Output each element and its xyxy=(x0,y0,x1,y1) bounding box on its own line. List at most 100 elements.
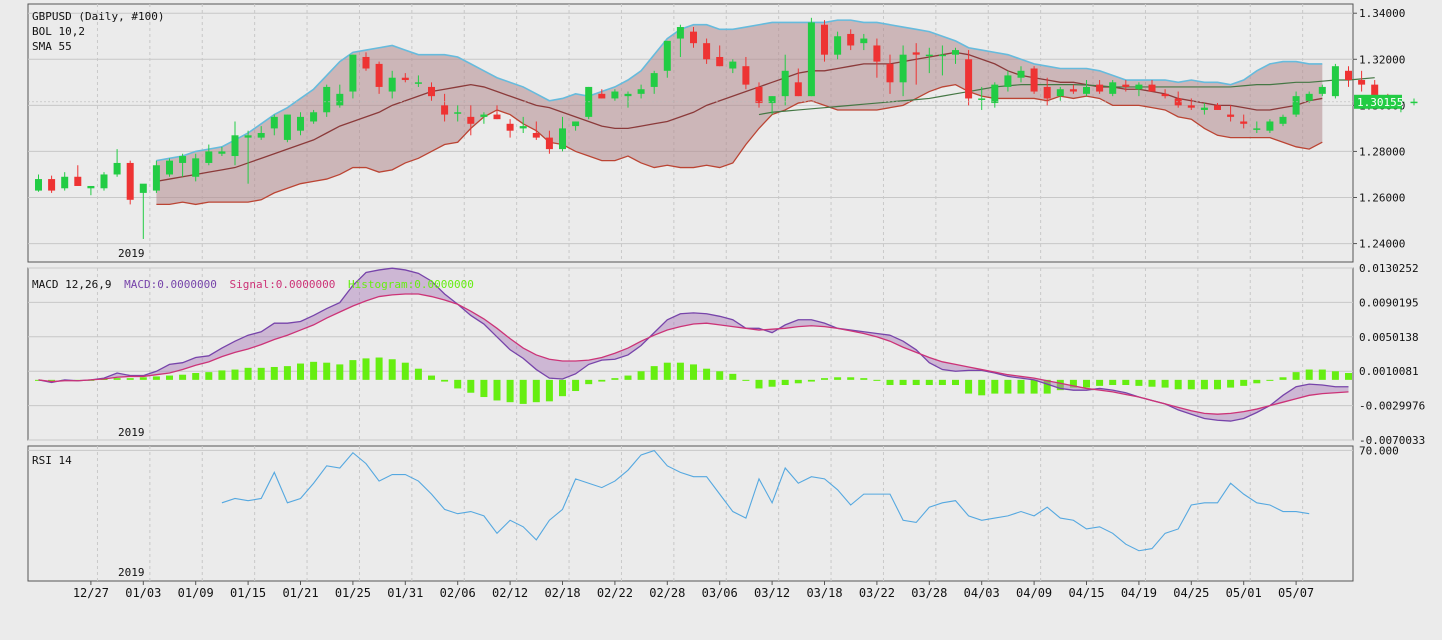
price-tick-label: 1.26000 xyxy=(1359,192,1405,205)
candle-body xyxy=(886,63,894,83)
macd-histogram-bar xyxy=(807,379,815,382)
candle-body xyxy=(1240,121,1248,124)
candle xyxy=(637,84,645,99)
x-tick-label: 01/21 xyxy=(282,586,318,600)
candle xyxy=(205,144,213,166)
price-tick-label: 1.28000 xyxy=(1359,145,1405,158)
candle-body xyxy=(113,162,121,175)
macd-histogram-bar xyxy=(742,379,750,381)
candle-body xyxy=(1279,116,1287,124)
candle-body xyxy=(1200,107,1208,110)
candle-body xyxy=(912,52,920,55)
candle-body xyxy=(690,31,697,44)
macd-histogram-bar xyxy=(270,366,278,380)
candle-body xyxy=(1187,105,1195,108)
candle xyxy=(87,185,95,196)
candle xyxy=(480,112,488,124)
x-tick-label: 01/09 xyxy=(178,586,214,600)
rsi-plot xyxy=(221,449,1310,552)
candle-body xyxy=(952,50,959,55)
candle-body xyxy=(179,156,187,163)
candle xyxy=(938,45,946,76)
candle-body xyxy=(35,179,42,191)
macd-histogram-bar xyxy=(414,368,422,380)
macd-histogram-bar xyxy=(899,379,907,386)
candle xyxy=(349,54,357,99)
candle-body xyxy=(1161,93,1169,97)
bollinger-band-fill xyxy=(156,20,1323,205)
price-panel-frame xyxy=(27,3,1354,263)
candle xyxy=(1096,80,1104,94)
candle-body xyxy=(283,114,291,140)
candle-body xyxy=(467,116,475,124)
candle xyxy=(336,84,344,108)
macd-histogram-bar xyxy=(650,366,658,380)
candle xyxy=(807,17,815,97)
candle xyxy=(270,114,278,136)
candle xyxy=(1069,84,1077,94)
macd-histogram-bar xyxy=(729,373,737,380)
macd-tick-label: 0.0130252 xyxy=(1359,262,1419,275)
macd-histogram-bar xyxy=(493,379,501,401)
macd-histogram-bar xyxy=(847,377,855,380)
macd-histogram-bar xyxy=(781,379,789,386)
candle xyxy=(965,50,973,106)
candle-body xyxy=(1214,105,1221,110)
candle xyxy=(794,68,802,97)
macd-histogram-bar xyxy=(1227,379,1235,388)
macd-histogram-bar xyxy=(441,379,449,382)
candle xyxy=(126,160,134,205)
candle xyxy=(1174,91,1182,108)
candle-body xyxy=(1043,86,1051,99)
macd-histogram-bar xyxy=(375,357,383,380)
macd-histogram-bar xyxy=(572,379,580,392)
macd-histogram-bar xyxy=(362,358,370,380)
macd-title: MACD 12,26,9 xyxy=(32,278,111,291)
x-tick-label: 05/01 xyxy=(1226,586,1262,600)
macd-histogram-bar xyxy=(139,377,147,380)
candle-body xyxy=(1305,93,1313,101)
candle-body xyxy=(493,114,501,120)
macd-histogram-bar xyxy=(1056,379,1064,391)
candle xyxy=(925,47,933,74)
x-tick-label: 01/15 xyxy=(230,586,266,600)
candle xyxy=(1292,91,1300,117)
macd-legend: MACD 12,26,9 MACD:0.0000000 Signal:0.000… xyxy=(32,278,474,291)
x-tick-label: 05/07 xyxy=(1278,586,1314,600)
candle xyxy=(559,116,566,152)
candle-body xyxy=(938,54,946,57)
candle xyxy=(781,54,789,106)
macd-histogram-bar xyxy=(297,363,304,380)
candle xyxy=(310,109,318,124)
candle-body xyxy=(559,128,566,150)
macd-histogram-bar xyxy=(637,371,645,380)
macd-histogram-bar xyxy=(1200,379,1208,390)
macd-tick-label: 0.0090195 xyxy=(1359,296,1419,309)
macd-histogram-bar xyxy=(1083,379,1090,388)
candle xyxy=(624,91,632,108)
candle xyxy=(1331,63,1339,99)
candle xyxy=(1410,98,1418,106)
candle xyxy=(192,153,200,182)
candle-body xyxy=(703,43,711,60)
macd-histogram-bar xyxy=(506,379,514,403)
candle xyxy=(899,45,907,97)
candle xyxy=(703,38,711,64)
macd-histogram-bar xyxy=(1161,379,1169,388)
macd-histogram-bar xyxy=(690,364,697,380)
candle xyxy=(729,59,737,74)
candle-body xyxy=(139,183,147,193)
candle xyxy=(388,70,396,99)
candle xyxy=(1135,82,1143,97)
candle-body xyxy=(87,185,95,189)
candle xyxy=(690,27,697,48)
macd-histogram-bar xyxy=(886,379,894,386)
candle-body xyxy=(152,165,160,191)
sma-label: SMA 55 xyxy=(32,40,72,53)
candle-body xyxy=(401,77,409,81)
candle-body xyxy=(244,135,252,138)
candle-body xyxy=(362,56,370,69)
candle xyxy=(283,114,291,143)
candle-body xyxy=(611,91,619,99)
